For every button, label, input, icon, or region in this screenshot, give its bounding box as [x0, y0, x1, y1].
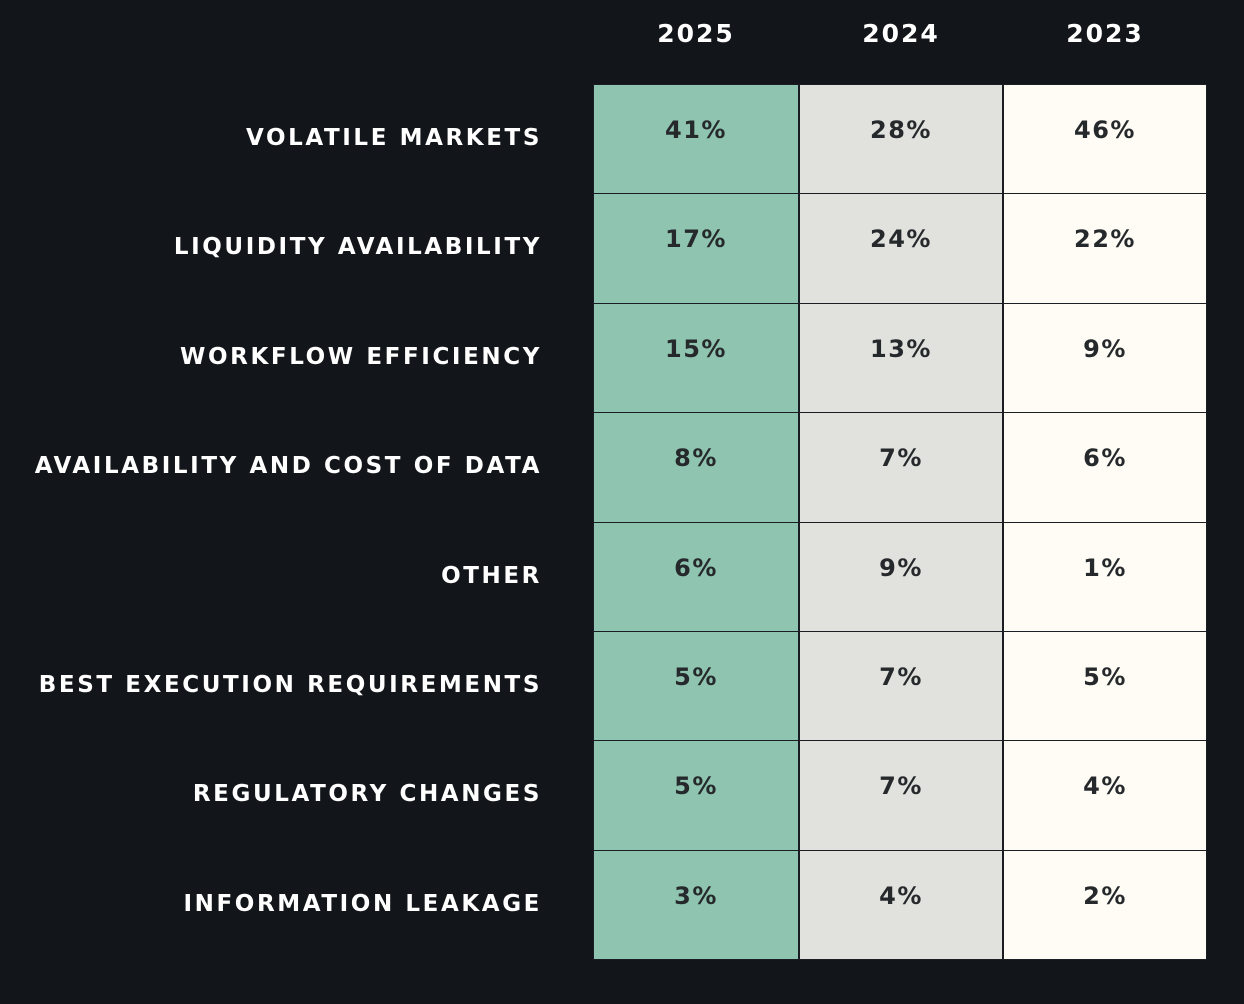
table-cell-2024: 13% — [799, 302, 1003, 414]
table-cell-2025: 41% — [593, 84, 799, 195]
table-grid: 41% 28% 46% 17% 24% 22% 15% 13% 9% 8% 7% 6% 6% 9% 1% 5%… — [593, 84, 1207, 961]
table-cell-2025: 17% — [593, 193, 799, 304]
table-cell-2023: 1% — [1003, 521, 1207, 632]
table-cell-2023: 22% — [1003, 193, 1207, 304]
row-label: WORKFLOW EFFICIENCY — [180, 343, 542, 370]
table-cell-2024: 28% — [799, 84, 1003, 195]
table-cell-2023: 5% — [1003, 631, 1207, 742]
table-cell-2025: 5% — [593, 631, 799, 742]
table-cell-2023: 2% — [1003, 849, 1207, 961]
table-cell-2023: 4% — [1003, 740, 1207, 851]
row-label: OTHER — [441, 562, 542, 589]
row-label: BEST EXECUTION REQUIREMENTS — [38, 672, 542, 698]
table-cell-2025: 3% — [593, 849, 799, 961]
table-cell-2024: 9% — [799, 521, 1003, 632]
table-cell-2025: 5% — [593, 740, 799, 851]
table-cell-2025: 15% — [593, 302, 799, 414]
row-label: VOLATILE MARKETS — [245, 125, 542, 151]
table-cell-2025: 8% — [593, 412, 799, 523]
row-label: REGULATORY CHANGES — [192, 781, 542, 808]
table-cell-2024: 24% — [799, 193, 1003, 304]
column-header-2024: 2024 — [862, 19, 940, 48]
table-cell-2023: 46% — [1003, 84, 1207, 195]
column-header-2023: 2023 — [1066, 19, 1144, 48]
table-cell-2025: 6% — [593, 521, 799, 632]
table-cell-2023: 9% — [1003, 302, 1207, 414]
table-cell-2024: 7% — [799, 412, 1003, 523]
table-cell-2024: 7% — [799, 740, 1003, 851]
row-label: INFORMATION LEAKAGE — [183, 890, 542, 917]
column-header-2025: 2025 — [657, 19, 735, 48]
table-cell-2023: 6% — [1003, 412, 1207, 523]
row-label: AVAILABILITY AND COST OF DATA — [34, 453, 542, 480]
table-cell-2024: 7% — [799, 631, 1003, 742]
table-cell-2024: 4% — [799, 849, 1003, 961]
row-label: LIQUIDITY AVAILABILITY — [173, 234, 542, 261]
